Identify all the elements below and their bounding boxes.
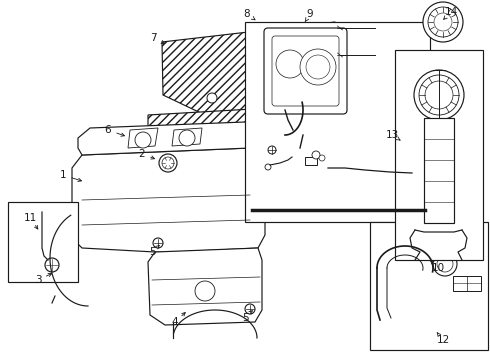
Circle shape [207,93,217,103]
Circle shape [245,304,255,314]
Circle shape [437,256,453,272]
Bar [370,222,488,350]
Text: 5: 5 [148,247,155,257]
Bar [395,50,483,260]
Bar [305,157,317,165]
Circle shape [306,55,330,79]
Polygon shape [148,145,165,168]
Polygon shape [72,148,265,252]
Circle shape [434,13,452,31]
Polygon shape [215,155,240,178]
Text: 8: 8 [244,9,250,19]
Bar [453,276,481,291]
Text: 9: 9 [307,9,313,19]
Circle shape [195,281,215,301]
Polygon shape [78,122,258,155]
Circle shape [419,75,459,115]
Text: 11: 11 [24,213,37,223]
Text: 6: 6 [105,125,111,135]
Circle shape [319,155,325,161]
Text: 14: 14 [444,7,458,17]
FancyBboxPatch shape [264,28,347,114]
Circle shape [411,169,417,175]
Polygon shape [270,152,295,175]
Bar [412,168,430,177]
Circle shape [135,132,151,148]
Circle shape [423,2,463,42]
Text: 5: 5 [242,313,248,323]
Circle shape [425,81,453,109]
Circle shape [276,50,304,78]
Circle shape [433,252,457,276]
Bar [245,22,430,222]
Circle shape [179,130,195,146]
Text: 10: 10 [431,263,444,273]
Polygon shape [162,22,355,128]
Circle shape [336,51,344,59]
Text: 3: 3 [35,275,41,285]
Text: 1: 1 [60,170,66,180]
Bar [8,202,78,282]
Polygon shape [172,128,202,146]
Text: 2: 2 [139,149,146,159]
Polygon shape [128,128,158,148]
Text: 12: 12 [437,335,450,345]
Circle shape [414,70,464,120]
Circle shape [422,240,442,260]
Polygon shape [148,108,315,168]
Circle shape [300,49,336,85]
Circle shape [428,7,458,37]
Circle shape [336,24,344,32]
Circle shape [153,238,163,248]
Text: 7: 7 [149,33,156,43]
Circle shape [265,164,271,170]
Polygon shape [148,248,262,325]
FancyBboxPatch shape [272,36,339,106]
Circle shape [162,157,174,169]
Circle shape [268,146,276,154]
Circle shape [312,151,320,159]
Circle shape [45,258,59,272]
Text: 13: 13 [385,130,399,140]
Bar [424,118,454,223]
Circle shape [159,154,177,172]
Circle shape [426,244,438,256]
Text: 4: 4 [172,317,178,327]
